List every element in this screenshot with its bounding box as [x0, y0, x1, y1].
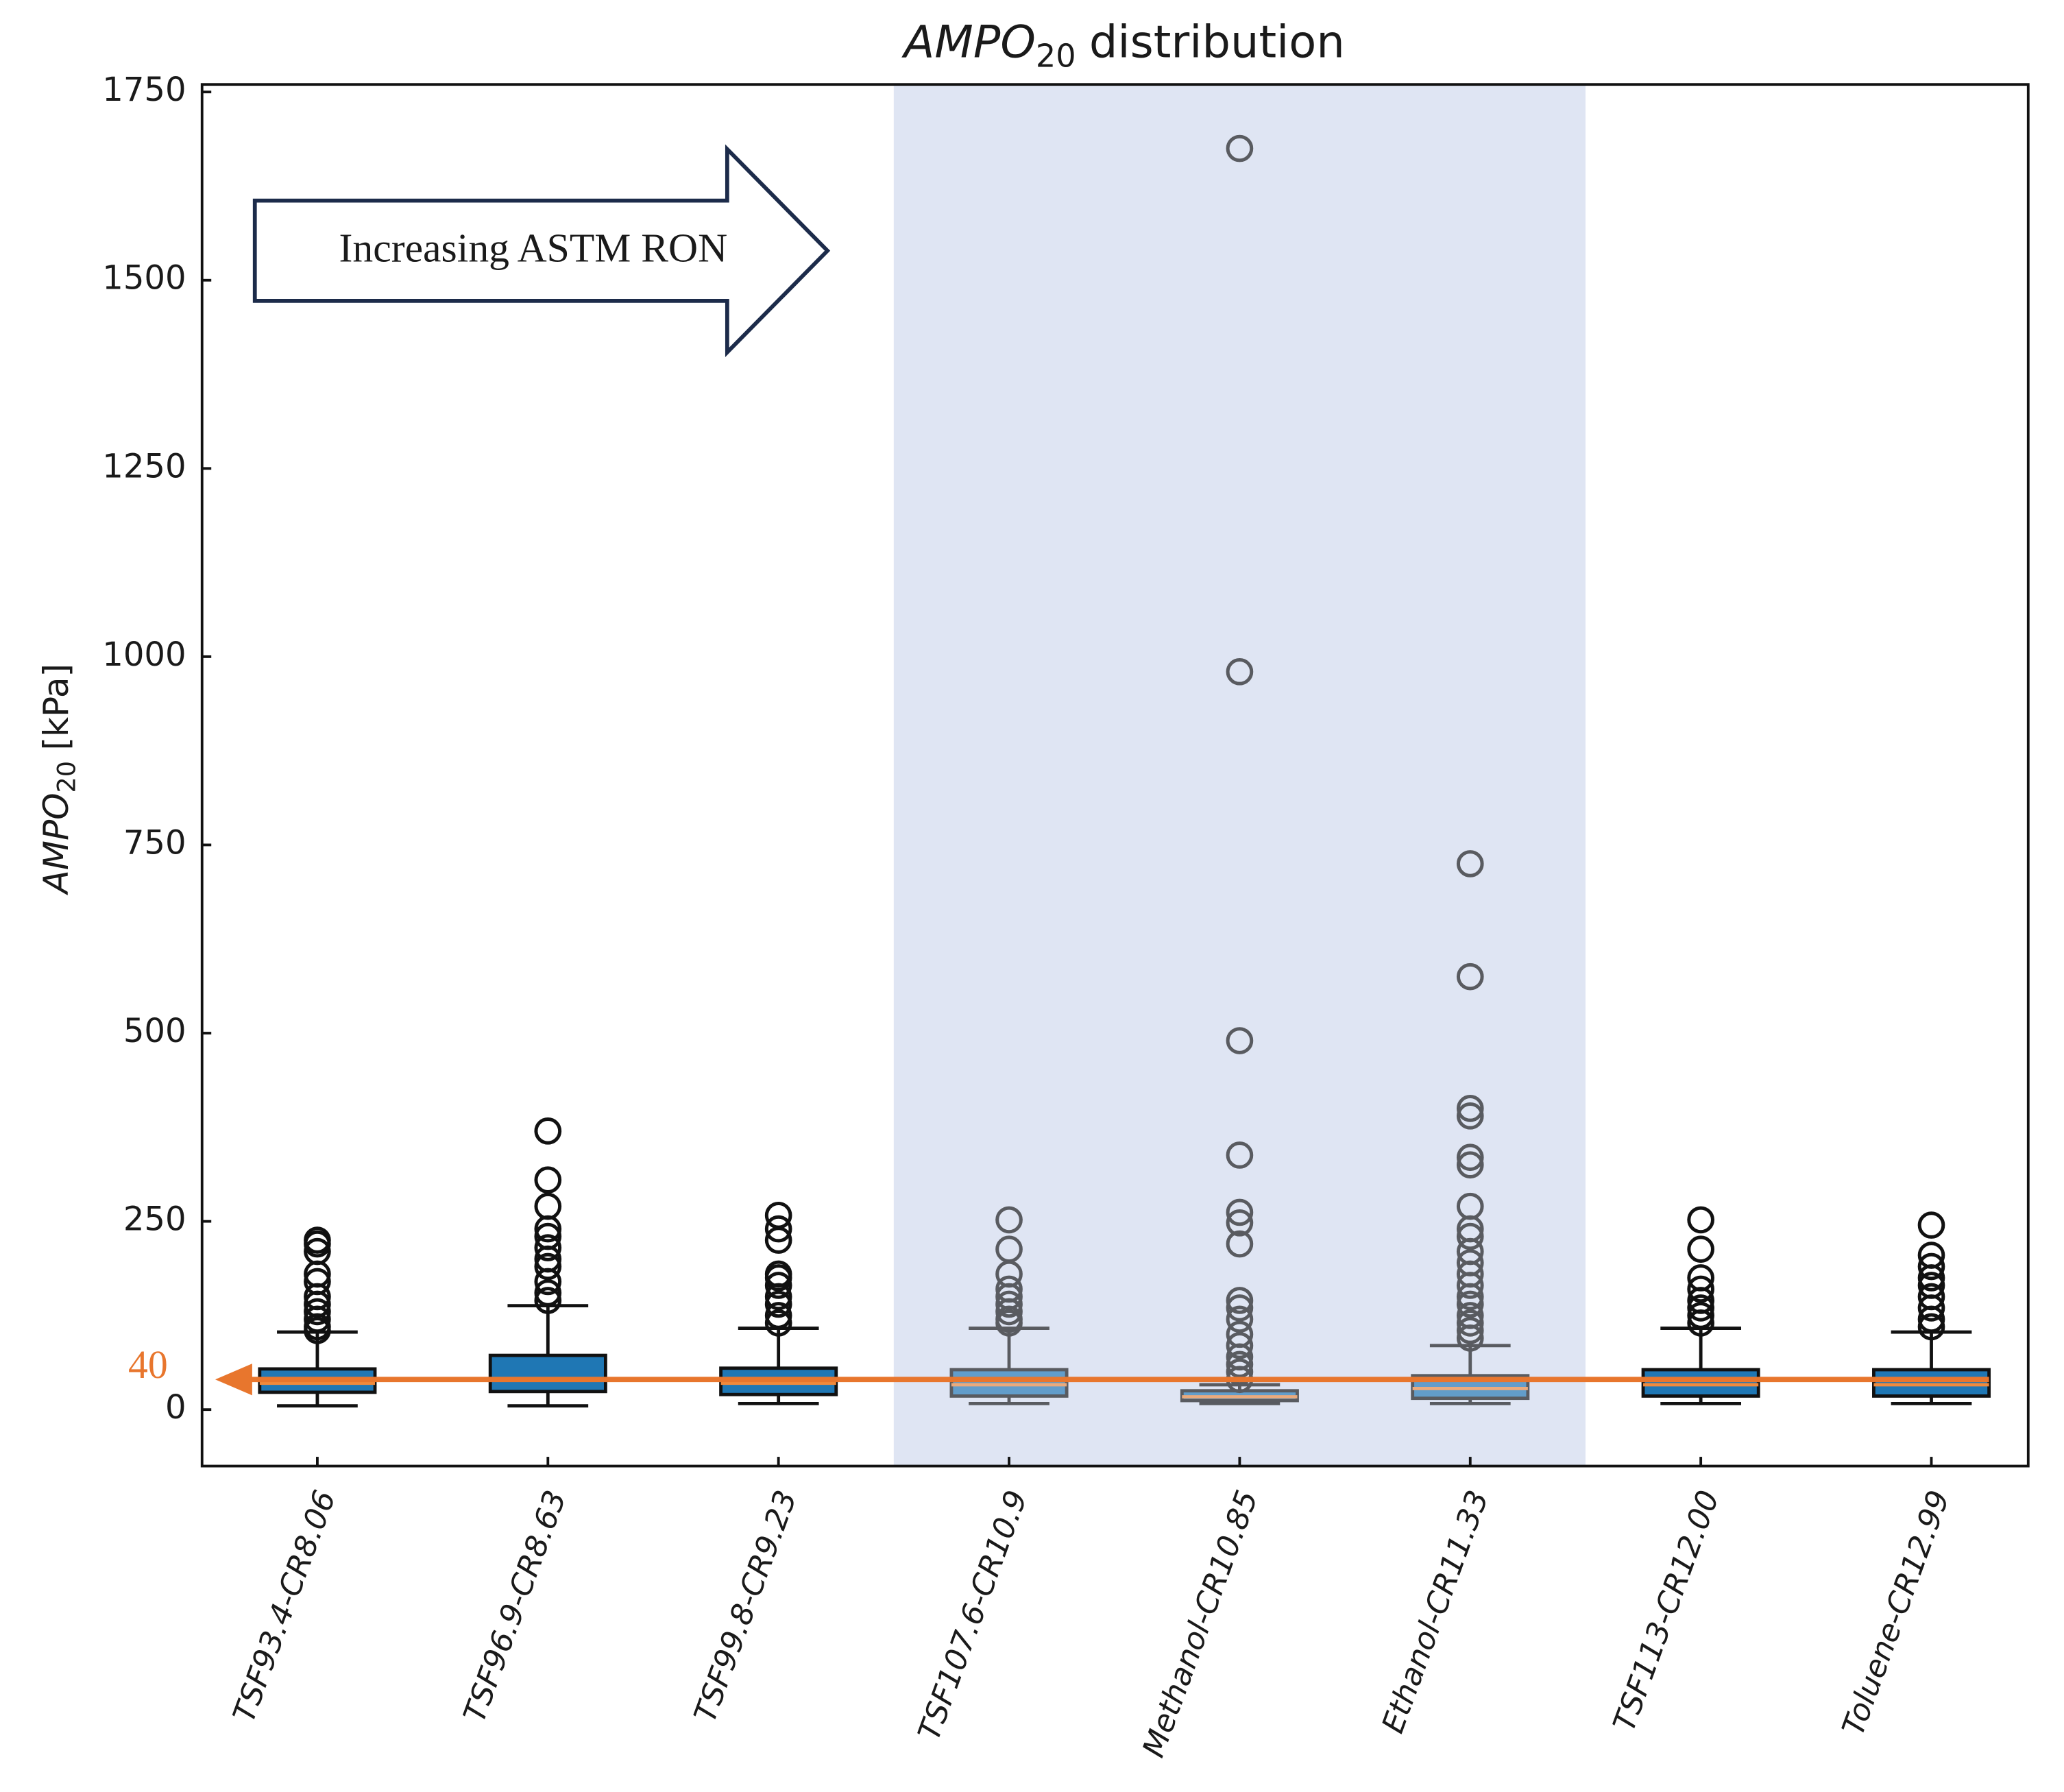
outlier [304, 1305, 331, 1333]
outlier [1687, 1206, 1714, 1234]
y-label-rest: [kPa] [36, 664, 75, 751]
outlier [1456, 1222, 1484, 1250]
title-sub: 20 [1036, 37, 1076, 74]
outlier [1226, 1331, 1254, 1359]
outlier [304, 1298, 331, 1326]
outlier [764, 1309, 792, 1337]
outlier [1226, 134, 1254, 162]
outlier [764, 1272, 792, 1299]
outlier [764, 1290, 792, 1318]
outlier [764, 1226, 792, 1254]
annotation-arrow [252, 144, 831, 357]
reference-arrowhead [215, 1364, 252, 1396]
chart-title: AMPO20 distribution [901, 16, 1345, 75]
outlier [1456, 1283, 1484, 1311]
outlier [764, 1283, 792, 1311]
outlier [1226, 658, 1254, 686]
plot-frame [200, 83, 2030, 1468]
y-label-sub: 20 [51, 761, 81, 793]
y-tick-label: 750 [123, 823, 186, 862]
reference-label: 40 [128, 1344, 168, 1387]
outlier [1456, 1290, 1484, 1318]
outlier [764, 1302, 792, 1329]
outlier [1687, 1275, 1714, 1303]
y-tick-label: 0 [165, 1388, 186, 1427]
outlier [534, 1215, 562, 1243]
x-tick-label: TSF99.8-CR9.23 [688, 1486, 803, 1726]
outlier [764, 1264, 792, 1292]
outlier [1456, 850, 1484, 877]
y-tick-label: 250 [123, 1200, 186, 1239]
outlier [1456, 962, 1484, 991]
outlier [1456, 1151, 1484, 1179]
outlier [764, 1215, 792, 1243]
y-axis-label: AMPO20 [kPa] [36, 664, 80, 895]
outlier [304, 1317, 331, 1344]
outlier [1226, 1287, 1254, 1314]
outlier [1456, 1272, 1484, 1299]
outlier [1687, 1302, 1714, 1329]
outlier [1456, 1324, 1484, 1352]
outlier [1226, 1209, 1254, 1237]
outlier [1917, 1313, 1945, 1341]
outlier [1456, 1317, 1484, 1344]
outlier [1687, 1235, 1714, 1263]
outlier [534, 1279, 562, 1307]
x-tick-label: Ethanol-CR11.33 [1376, 1486, 1496, 1737]
title-rest: distribution [1089, 16, 1345, 69]
x-tick-label: TSF107.6-CR10.9 [912, 1486, 1034, 1745]
outlier [534, 1192, 562, 1220]
title-main: AMPO [901, 16, 1036, 69]
x-tick-label: TSF113-CR12.00 [1607, 1486, 1726, 1736]
outlier [534, 1117, 562, 1145]
x-tick-label: Methanol-CR10.85 [1136, 1486, 1265, 1761]
outlier [995, 1309, 1023, 1337]
outlier [534, 1166, 562, 1194]
box [1872, 1368, 1991, 1398]
outlier [1226, 1027, 1254, 1054]
outlier [534, 1252, 562, 1281]
outlier [1456, 1095, 1484, 1122]
outlier [1917, 1211, 1945, 1239]
outlier [1456, 1143, 1484, 1172]
x-tick-label: TSF96.9-CR8.63 [457, 1486, 573, 1726]
y-tick-label: 1250 [102, 447, 186, 485]
y-label-main: AMPO [36, 792, 75, 895]
outlier [1456, 1102, 1484, 1130]
outlier [1226, 1358, 1254, 1386]
y-tick-label: 1750 [102, 71, 186, 109]
outlier [1917, 1264, 1945, 1292]
x-tick-label: Toluene-CR12.99 [1836, 1486, 1956, 1740]
highlight-tint [893, 84, 1586, 1466]
y-tick-label: 1000 [102, 635, 186, 674]
plot-overlay [215, 84, 1989, 1466]
outlier [304, 1230, 331, 1258]
outlier [995, 1206, 1023, 1234]
outlier [1687, 1309, 1714, 1337]
outlier [1917, 1305, 1945, 1333]
outlier [1917, 1294, 1945, 1322]
box [1641, 1368, 1760, 1398]
outlier [995, 1298, 1023, 1326]
outlier [1226, 1351, 1254, 1379]
box [488, 1353, 607, 1394]
y-tick-label: 1500 [102, 259, 186, 298]
outlier [534, 1287, 562, 1314]
x-tick-label: TSF93.4-CR8.06 [226, 1486, 342, 1726]
outlier [1456, 1309, 1484, 1337]
outlier [995, 1290, 1023, 1318]
outlier [1226, 1294, 1254, 1322]
outlier [1226, 1141, 1254, 1169]
outlier [1226, 1198, 1254, 1226]
outlier [534, 1234, 562, 1261]
annotation-text: Increasing ASTM RON [339, 225, 728, 270]
outlier [1226, 1230, 1254, 1258]
outlier [1226, 1305, 1254, 1333]
box [949, 1368, 1069, 1398]
outlier [1917, 1252, 1945, 1281]
y-tick-label: 500 [123, 1012, 186, 1050]
outlier [1687, 1294, 1714, 1322]
outlier [534, 1268, 562, 1296]
